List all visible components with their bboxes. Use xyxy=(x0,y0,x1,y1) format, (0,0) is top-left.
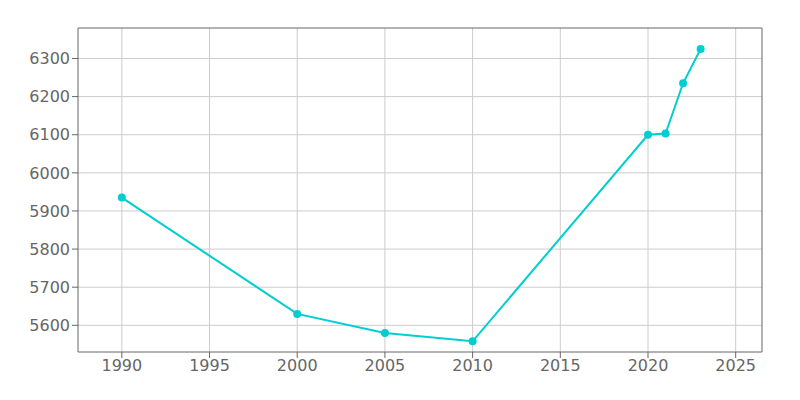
svg-text:5700: 5700 xyxy=(29,278,70,297)
svg-text:5900: 5900 xyxy=(29,202,70,221)
svg-text:2015: 2015 xyxy=(540,356,581,375)
svg-text:2020: 2020 xyxy=(628,356,669,375)
svg-text:2005: 2005 xyxy=(365,356,406,375)
svg-text:6100: 6100 xyxy=(29,125,70,144)
svg-text:2025: 2025 xyxy=(715,356,756,375)
svg-text:5600: 5600 xyxy=(29,316,70,335)
svg-text:6300: 6300 xyxy=(29,49,70,68)
svg-text:1995: 1995 xyxy=(189,356,230,375)
svg-text:1990: 1990 xyxy=(101,356,142,375)
svg-text:2000: 2000 xyxy=(277,356,318,375)
svg-text:2010: 2010 xyxy=(452,356,493,375)
svg-text:6000: 6000 xyxy=(29,164,70,183)
svg-text:5800: 5800 xyxy=(29,240,70,259)
svg-text:6200: 6200 xyxy=(29,87,70,106)
